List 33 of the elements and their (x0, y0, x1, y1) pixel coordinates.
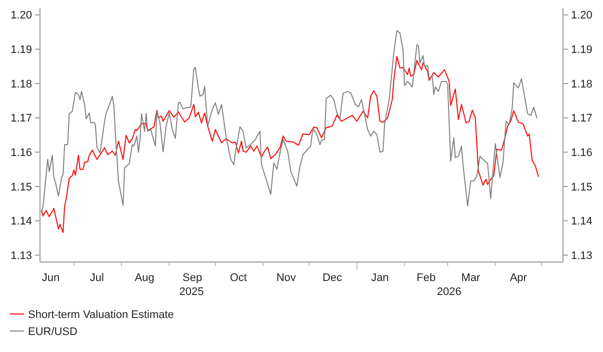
x-tick-label: Jul (90, 272, 104, 284)
text: 2026 (436, 286, 462, 298)
x-tick-label: Feb (416, 272, 436, 284)
x-tick-label: Apr (510, 272, 528, 284)
y2-tick-label: 1.16 (571, 147, 592, 160)
y-tick-label: 1.13 (10, 250, 32, 262)
y2-tick-label: 1.14 (571, 216, 592, 228)
x-tick-label: Oct (230, 272, 247, 284)
y-tick-label: 1.20 (10, 10, 32, 22)
y2-tick-label: 1.15 (571, 181, 592, 194)
x-tick-label: Jan (371, 272, 389, 284)
legend-label: EUR/USD (28, 326, 78, 338)
x-tick-label: Sep (182, 272, 202, 284)
y2-tick-label: 1.17 (571, 112, 592, 125)
x-tick-label: Mar (461, 272, 481, 284)
y2-tick-label: 1.20 (571, 10, 592, 22)
text: 2025 (179, 286, 204, 298)
x-tick-label: Jun (42, 272, 60, 284)
y-tick-label: 1.19 (10, 44, 32, 56)
x-tick-label: Nov (276, 272, 296, 284)
y2-tick-label: 1.18 (571, 78, 592, 90)
y-tick-label: 1.14 (10, 216, 32, 228)
y-tick-label: 1.16 (10, 147, 32, 160)
y-tick-label: 1.15 (10, 181, 32, 194)
y2-tick-label: 1.13 (571, 250, 592, 262)
x-tick-label: Aug (134, 272, 154, 284)
y-tick-label: 1.18 (10, 78, 32, 90)
line-series (41, 30, 538, 214)
y-tick-label: 1.17 (10, 112, 32, 125)
line-series (41, 56, 539, 233)
x-tick-label: Dec (322, 272, 343, 284)
legend-label: Short-term Valuation Estimate (28, 308, 174, 321)
y2-tick-label: 1.19 (571, 44, 592, 56)
